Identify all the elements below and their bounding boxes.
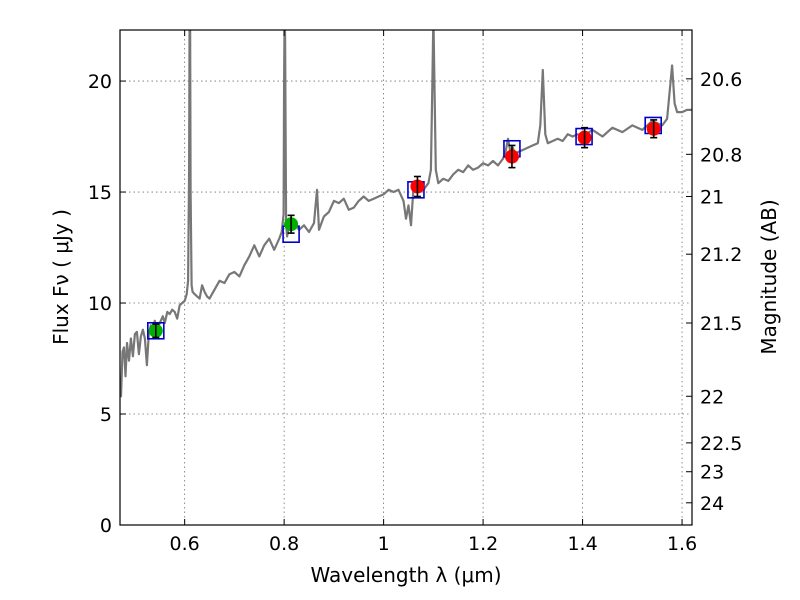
plot-background [120,30,692,525]
right-axis-label: Magnitude (AB) [757,199,781,354]
y-tick-label: 15 [88,182,112,204]
y-tick-label: 0 [100,515,112,537]
right-tick-label: 22 [700,386,724,408]
right-tick-label: 24 [700,493,724,515]
y-tick-label: 10 [88,293,112,315]
right-tick-label: 21.2 [700,244,742,266]
model-photometry-square [147,321,165,340]
x-tick-label: 0.6 [170,533,200,555]
right-tick-label: 20.8 [700,144,742,166]
plot-markers [147,116,663,340]
right-tick-label: 22.5 [700,433,742,455]
right-tick-label: 20.6 [700,69,742,91]
y-tick-label: 5 [100,404,112,426]
y-axis-label: Flux Fν ( μJy ) [49,209,73,345]
plot-series [120,30,692,398]
x-tick-label: 1.2 [468,533,498,555]
y-tick-label: 20 [88,71,112,93]
right-tick-label: 21 [700,186,724,208]
x-tick-label: 1.4 [567,533,597,555]
plot-frame [119,29,693,526]
model-spectrum-line [120,30,692,398]
x-axis-label: Wavelength λ (μm) [310,563,501,587]
x-tick-label: 0.8 [269,533,299,555]
x-tick-label: 1.6 [667,533,697,555]
right-tick-label: 21.5 [700,313,742,335]
right-tick-label: 23 [700,462,724,484]
axis-ticks: 0.6 0.8 1 1.2 1.4 1.6 0 5 10 15 20 20.6 20.8 21 21.2 21… [88,30,742,555]
x-tick-label: 1 [378,533,390,555]
